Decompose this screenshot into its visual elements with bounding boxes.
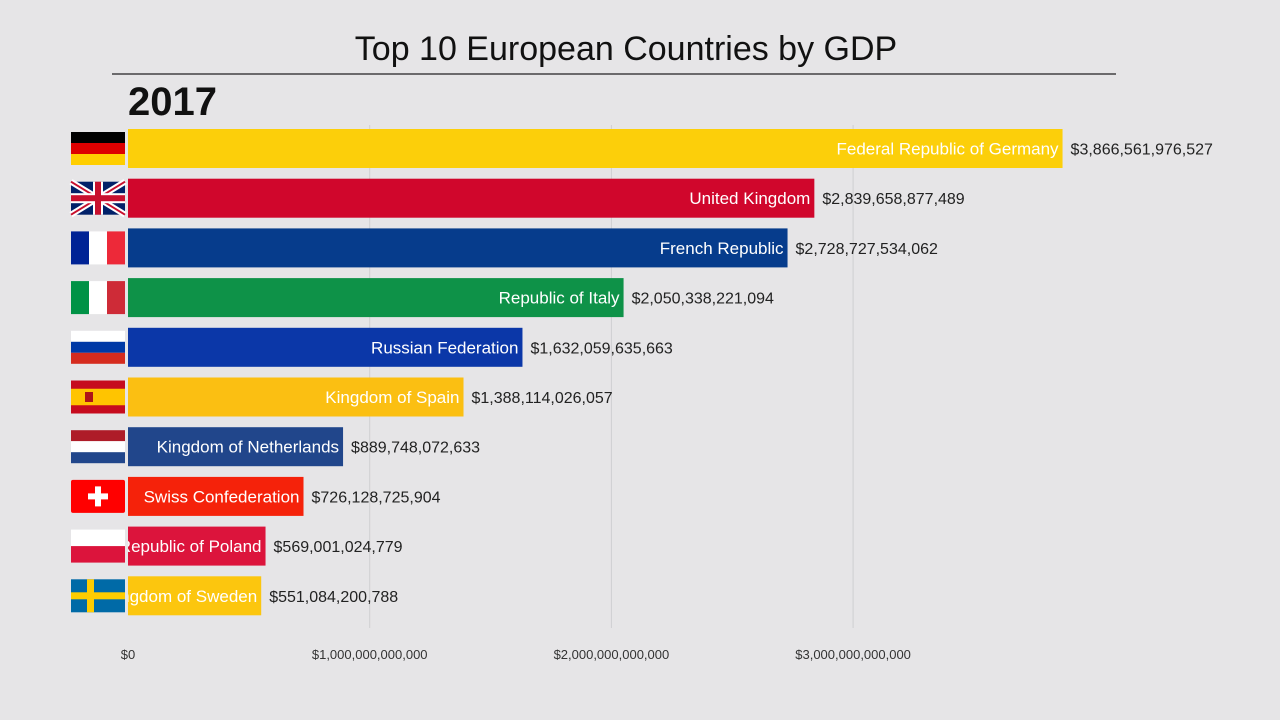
russia-flag-icon	[71, 330, 125, 364]
bar	[128, 228, 788, 268]
x-tick-label: $0	[121, 647, 135, 662]
bar-category-label: French Republic	[660, 239, 784, 258]
bar-row: United Kingdom $2,839,658,877,489	[69, 178, 965, 218]
bar-value-label: $1,632,059,635,663	[530, 340, 672, 357]
bar-category-label: Kingdom of Sweden	[105, 587, 257, 606]
france-flag-icon	[71, 231, 125, 265]
bar-value-label: $889,748,072,633	[351, 440, 480, 457]
bar-row: Republic of Poland $569,001,024,779	[71, 526, 403, 566]
bar	[128, 526, 266, 566]
italy-flag-icon	[71, 281, 125, 315]
bar-category-label: Federal Republic of Germany	[837, 140, 1060, 159]
bar	[128, 377, 464, 417]
x-tick-label: $1,000,000,000,000	[312, 647, 428, 662]
switzerland-flag-icon	[71, 479, 125, 513]
poland-flag-icon	[71, 529, 125, 563]
x-tick-label: $2,000,000,000,000	[554, 647, 670, 662]
uk-flag-icon	[69, 179, 127, 218]
bar-category-label: Republic of Italy	[499, 289, 620, 308]
bar-category-label: Republic of Poland	[119, 537, 262, 556]
spain-flag-icon	[71, 380, 125, 414]
bar-category-label: Kingdom of Spain	[325, 388, 459, 407]
chart-title: Top 10 European Countries by GDP	[355, 30, 897, 68]
bar-category-label: Swiss Confederation	[144, 487, 300, 506]
bar-category-label: Russian Federation	[371, 338, 518, 357]
year-label: 2017	[128, 80, 217, 124]
bar-value-label: $2,839,658,877,489	[822, 191, 964, 208]
bar-value-label: $726,128,725,904	[312, 489, 441, 506]
bar-row: Federal Republic of Germany $3,866,561,97…	[71, 129, 1213, 168]
bar	[128, 576, 262, 616]
bar-row: Kingdom of Spain $1,388,114,026,057	[71, 377, 613, 417]
bar	[128, 178, 815, 218]
bar-row: Republic of Italy $2,050,338,221,094	[71, 278, 774, 318]
bar-row: Kingdom of Netherlands $889,748,072,633	[71, 427, 480, 467]
bar	[128, 476, 304, 516]
bar-row: Swiss Confederation $726,128,725,904	[71, 476, 441, 516]
bar-value-label: $2,050,338,221,094	[632, 291, 774, 308]
bar-value-label: $569,001,024,779	[274, 539, 403, 556]
bar-value-label: $3,866,561,976,527	[1071, 142, 1213, 159]
bar	[128, 129, 1063, 168]
sweden-flag-icon	[71, 579, 125, 613]
bar	[128, 427, 344, 467]
bar-value-label: $1,388,114,026,057	[472, 390, 613, 407]
bar-row: French Republic $2,728,727,534,062	[71, 228, 938, 268]
germany-flag-icon	[71, 132, 125, 165]
netherlands-flag-icon	[71, 430, 125, 464]
bar-row: Russian Federation $1,632,059,635,663	[71, 327, 673, 367]
bar-value-label: $551,084,200,788	[269, 589, 398, 606]
bar	[128, 278, 624, 318]
bar	[128, 327, 523, 367]
bar-row: Kingdom of Sweden $551,084,200,788	[71, 576, 398, 616]
x-tick-label: $3,000,000,000,000	[795, 647, 911, 662]
bar-category-label: United Kingdom	[689, 189, 810, 208]
bar-value-label: $2,728,727,534,062	[796, 241, 938, 258]
bar-category-label: Kingdom of Netherlands	[157, 438, 339, 457]
